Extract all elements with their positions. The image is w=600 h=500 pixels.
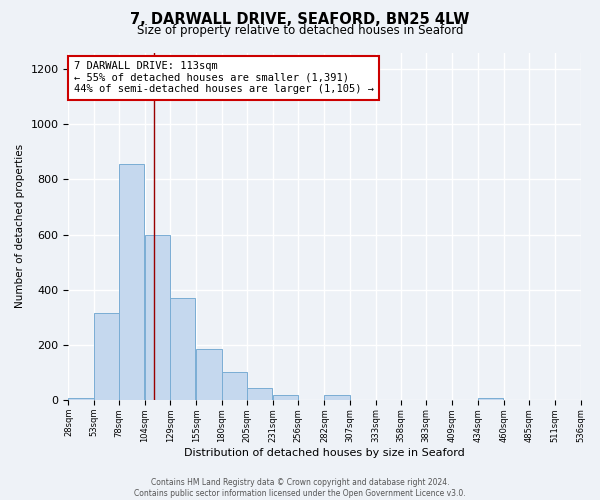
- Bar: [196, 349, 221, 401]
- Bar: [478, 398, 503, 400]
- Bar: [221, 372, 247, 400]
- Bar: [94, 314, 119, 400]
- Bar: [145, 234, 170, 400]
- Bar: [68, 398, 94, 400]
- Y-axis label: Number of detached properties: Number of detached properties: [15, 144, 25, 308]
- X-axis label: Distribution of detached houses by size in Seaford: Distribution of detached houses by size …: [184, 448, 465, 458]
- Text: 7 DARWALL DRIVE: 113sqm
← 55% of detached houses are smaller (1,391)
44% of semi: 7 DARWALL DRIVE: 113sqm ← 55% of detache…: [74, 61, 374, 94]
- Bar: [273, 395, 298, 400]
- Bar: [170, 298, 196, 400]
- Bar: [247, 388, 272, 400]
- Text: Size of property relative to detached houses in Seaford: Size of property relative to detached ho…: [137, 24, 463, 37]
- Text: Contains HM Land Registry data © Crown copyright and database right 2024.
Contai: Contains HM Land Registry data © Crown c…: [134, 478, 466, 498]
- Text: 7, DARWALL DRIVE, SEAFORD, BN25 4LW: 7, DARWALL DRIVE, SEAFORD, BN25 4LW: [130, 12, 470, 28]
- Bar: [325, 395, 350, 400]
- Bar: [119, 164, 144, 400]
